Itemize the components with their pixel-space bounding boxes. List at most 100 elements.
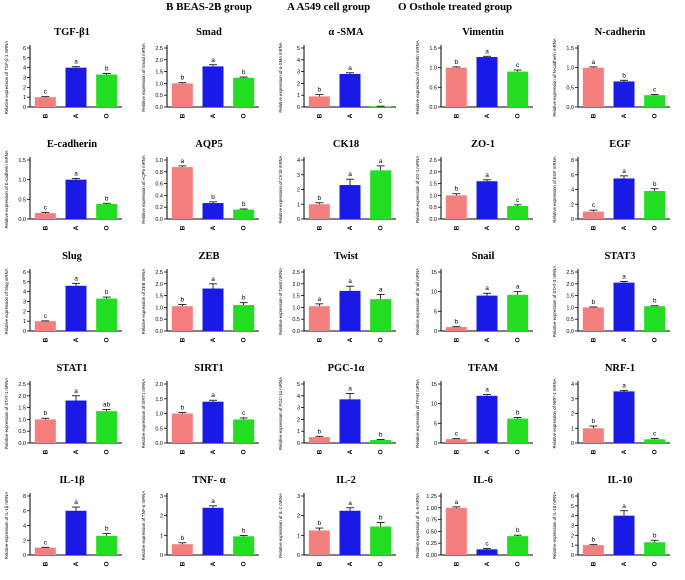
y-tick-label: 2 (297, 188, 300, 194)
significance-letter: a (318, 296, 322, 303)
panel-2: Smad Relative expression of Smad mRNA 0.0 0… (141, 27, 259, 119)
y-axis-label: Relative expression of TGF-β-1 mRNA (4, 41, 9, 115)
y-tick-label: 4 (297, 158, 300, 164)
significance-letter: c (485, 540, 489, 547)
y-tick-label: 0 (297, 105, 300, 111)
y-tick-label: 0 (297, 553, 300, 559)
x-tick-label: A (484, 225, 491, 230)
x-tick-label: O (515, 561, 522, 566)
x-tick-label: B (316, 561, 323, 566)
y-tick-label: 2.5 (566, 270, 574, 276)
y-tick-label: 0.0 (18, 441, 26, 447)
bar-b (445, 327, 467, 331)
significance-letter: b (211, 194, 215, 201)
bar-b (582, 545, 604, 555)
y-tick-label: 0.5 (18, 197, 26, 203)
y-tick-label: 0 (23, 105, 26, 111)
significance-letter: a (348, 278, 352, 285)
y-tick-label: 8 (23, 494, 26, 500)
bar-b (171, 167, 193, 219)
y-tick-label: 1.5 (429, 46, 437, 52)
y-axis-label: Relative expression of IL-2 mRNA (278, 493, 283, 558)
x-tick-label: B (42, 225, 49, 230)
bar-a (202, 507, 224, 555)
significance-letter: b (242, 528, 246, 535)
bar-o (233, 305, 255, 331)
significance-letter: b (592, 299, 596, 306)
significance-letter: b (379, 515, 383, 522)
y-tick-label: 0.0 (429, 217, 437, 223)
significance-letter: b (455, 59, 459, 66)
y-tick-label: 5 (23, 56, 26, 62)
bar-o (507, 206, 529, 219)
y-tick-label: 4 (571, 382, 574, 388)
panel-19: TFAM Relative expression of TFAM mRNA 0 5 10… (415, 363, 533, 455)
x-tick-label: O (104, 561, 111, 566)
bar-o (96, 204, 118, 219)
bar-b (445, 439, 467, 443)
panel-title: Smad (196, 27, 222, 38)
y-tick-label: 0 (297, 441, 300, 447)
bar-a (476, 295, 498, 331)
significance-letter: b (181, 405, 185, 412)
significance-letter: a (485, 285, 489, 292)
panel-title: PGC-1α (328, 363, 365, 374)
significance-letter: a (622, 382, 626, 389)
y-tick-label: 5 (434, 309, 437, 315)
y-tick-label: 0 (434, 441, 437, 447)
y-tick-label: 0 (571, 553, 574, 559)
significance-letter: a (622, 503, 626, 510)
panel-title: ZO-1 (471, 139, 495, 150)
y-tick-label: 1.0 (18, 178, 26, 184)
bar-a (476, 181, 498, 219)
x-tick-label: B (316, 225, 323, 230)
x-tick-label: B (453, 561, 460, 566)
significance-letter: a (74, 499, 78, 506)
y-tick-label: 0 (23, 329, 26, 335)
x-tick-label: B (42, 113, 49, 118)
y-tick-label: 3 (297, 70, 300, 76)
legend-osthole: O Osthole treated group (398, 1, 513, 13)
significance-letter: a (485, 172, 489, 179)
x-tick-label: B (179, 449, 186, 454)
y-axis-label: Relative expression of TNF-α mRNA (141, 491, 146, 561)
y-tick-label: 0.0 (429, 105, 437, 111)
significance-letter: a (211, 276, 215, 283)
bar-o (96, 535, 118, 555)
panel-8: CK18 Relative expression of CK18 mRNA 0 1 2 3… (278, 139, 396, 231)
bar-b (171, 413, 193, 443)
y-tick-label: 2.0 (155, 382, 163, 388)
y-tick-label: 3 (571, 397, 574, 403)
bar-a (339, 290, 361, 331)
panel-title: Slug (62, 251, 83, 262)
panel-20: NRF-1 Relative expression of NRF-1 mRNA 0 1… (552, 363, 670, 455)
y-axis-label: Relative expression of Twist mRNA (278, 268, 283, 335)
x-tick-label: A (210, 113, 217, 118)
significance-letter: a (74, 388, 78, 395)
y-tick-label: 1.0 (566, 66, 574, 72)
significance-letter: a (455, 499, 459, 506)
bar-o (507, 418, 529, 443)
y-tick-label: 15 (431, 270, 437, 276)
significance-letter: b (105, 526, 109, 533)
bar-o (644, 542, 666, 555)
significance-letter: b (105, 65, 109, 72)
y-axis-label: Relative expression of PGC-1α mRNA (278, 377, 283, 450)
x-tick-label: A (621, 113, 628, 118)
bar-o (233, 419, 255, 443)
y-tick-label: 1.0 (292, 305, 300, 311)
x-tick-label: B (453, 225, 460, 230)
bar-b (582, 211, 604, 219)
y-tick-label: 0.5 (566, 85, 574, 91)
y-axis-label: Relative expression of Vimentin mRNA (415, 40, 420, 114)
panel-title: ZEB (198, 251, 219, 262)
bar-o (644, 190, 666, 219)
y-tick-label: 3 (23, 76, 26, 82)
significance-letter: a (348, 500, 352, 507)
y-tick-label: 0.5 (429, 205, 437, 211)
bar-o (507, 536, 529, 555)
y-tick-label: 1.5 (155, 294, 163, 300)
significance-letter: c (44, 89, 48, 96)
significance-letter: a (74, 170, 78, 177)
y-tick-label: 1 (571, 426, 574, 432)
